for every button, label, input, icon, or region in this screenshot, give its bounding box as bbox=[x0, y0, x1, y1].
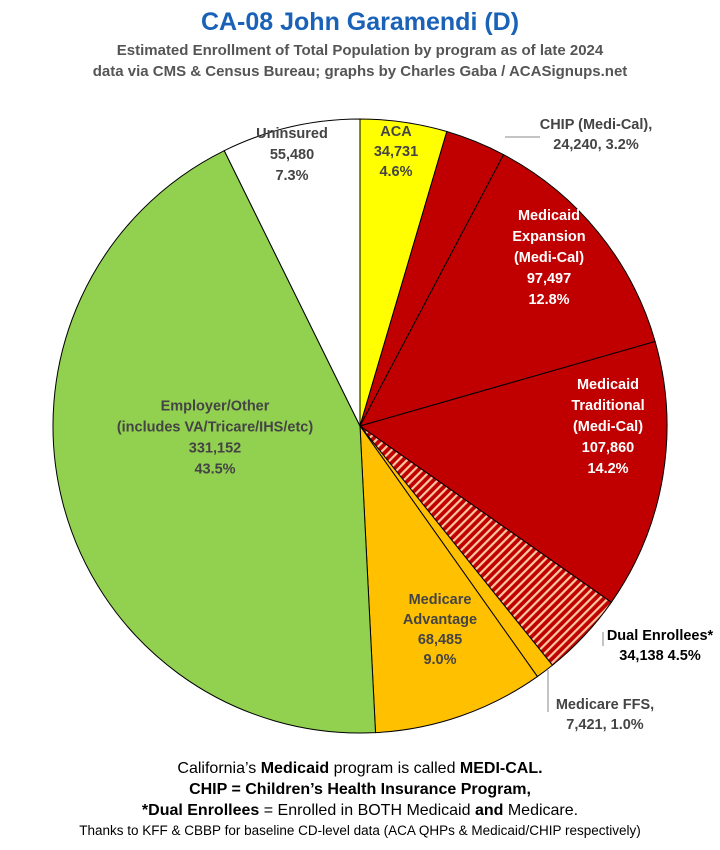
slice-label-0: ACA 34,731 4.6% bbox=[374, 124, 418, 180]
slice-label-7: Employer/Other (includes VA/Tricare/IHS/e… bbox=[117, 398, 314, 477]
pie-slice-8 bbox=[223, 118, 361, 427]
chart-source-line: data via CMS & Census Bureau; graphs by … bbox=[92, 63, 628, 80]
chart-title: CA-08 John Garamendi (D) bbox=[200, 8, 520, 36]
pie-slice-2 bbox=[359, 154, 656, 427]
footer-dual-note: *Dual Enrollees = Enrolled in BOTH Medic… bbox=[141, 802, 579, 819]
slice-label-6: Medicare Advantage 68,485 9.0% bbox=[403, 592, 477, 668]
slice-labels: ACA 34,731 4.6% CHIP (Medi-Cal), 24,240, 3.2… bbox=[117, 117, 714, 733]
slice-label-2: Medicaid Expansion (Medi-Cal) 97,497 12.8% bbox=[512, 208, 585, 308]
slice-label-1: CHIP (Medi-Cal), 24,240, 3.2% bbox=[540, 117, 653, 153]
footer-credits: Thanks to KFF & CBBP for baseline CD-lev… bbox=[79, 823, 641, 838]
slice-label-3: Medicaid Traditional (Medi-Cal) 107,860 14.2… bbox=[571, 377, 644, 477]
pie-slices bbox=[52, 118, 668, 734]
slice-label-4: Dual Enrollees* 34,138 4.5% bbox=[607, 628, 714, 664]
pie-slice-3 bbox=[358, 340, 668, 603]
pie-slice-6 bbox=[359, 424, 539, 734]
pie-slice-7 bbox=[52, 149, 377, 734]
pie-chart: ACA 34,731 4.6% CHIP (Medi-Cal), 24,240, 3.2… bbox=[52, 117, 714, 734]
footer-chip-note: CHIP = Children’s Health Insurance Progr… bbox=[189, 781, 531, 798]
footer-medical-note: California’s Medicaid program is called … bbox=[177, 760, 543, 777]
chart-subtitle: Estimated Enrollment of Total Population… bbox=[116, 42, 604, 59]
leader-lines bbox=[505, 136, 604, 712]
slice-label-5: Medicare FFS, 7,421, 1.0% bbox=[556, 697, 654, 733]
slice-label-8: Uninsured 55,480 7.3% bbox=[256, 126, 328, 184]
